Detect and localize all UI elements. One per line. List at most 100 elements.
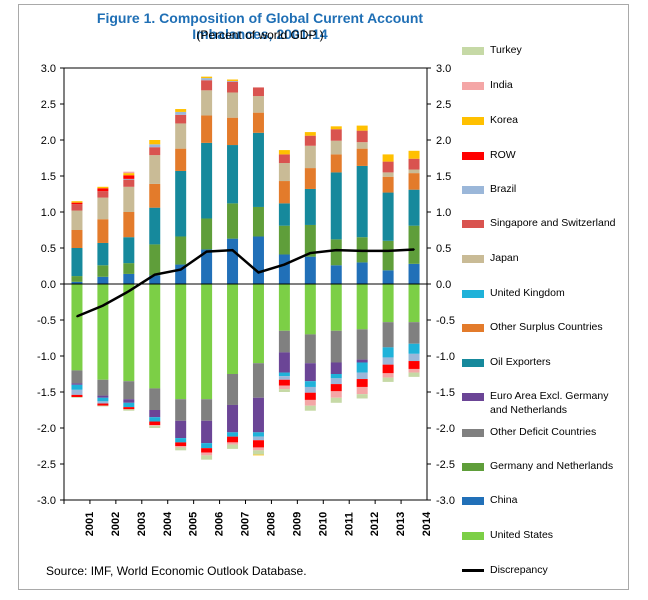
discrepancy-point (205, 250, 208, 253)
bar-segment (278, 389, 290, 392)
bar-segment (252, 447, 264, 451)
bar-segment (278, 225, 290, 255)
bar-segment (175, 446, 187, 448)
legend-swatch (462, 152, 484, 160)
bar-segment (71, 204, 83, 211)
bar-segment (71, 202, 83, 205)
bar-segment (201, 142, 213, 219)
legend-label: Korea (490, 114, 519, 126)
bar-layer (71, 76, 420, 460)
bar-segment (97, 242, 109, 266)
bar-segment (201, 443, 213, 449)
bar-segment (175, 438, 187, 443)
bar-segment (71, 389, 83, 395)
bar-segment (278, 203, 290, 226)
legend-swatch (462, 186, 484, 194)
legend-label: Japan (490, 252, 519, 264)
bar-segment (304, 405, 316, 411)
bar-segment (382, 161, 394, 173)
bar-segment (123, 179, 135, 187)
bar-segment (330, 172, 342, 240)
legend-label: United Kingdom (490, 287, 565, 299)
bar-segment (330, 284, 342, 331)
bar-segment (175, 442, 187, 446)
bar-segment (408, 263, 420, 284)
bar-segment (330, 154, 342, 173)
discrepancy-point (76, 315, 78, 318)
bar-segment (201, 90, 213, 116)
bar-segment (252, 96, 264, 113)
bar-segment (227, 145, 239, 204)
discrepancy-point (179, 268, 182, 271)
legend-swatch (462, 290, 484, 298)
y-tick-label-right: 1.5 (436, 171, 451, 183)
bar-segment (227, 80, 239, 82)
y-tick-label-left: -2.5 (37, 459, 56, 471)
bar-segment (382, 373, 394, 378)
bar-segment (278, 352, 290, 373)
discrepancy-point (361, 250, 363, 252)
bar-segment (278, 154, 290, 164)
bar-segment (149, 410, 161, 418)
bar-segment (252, 112, 264, 133)
bar-segment (382, 176, 394, 193)
bar-segment (304, 224, 316, 257)
bar-segment (408, 173, 420, 190)
y-tick-label-left: -2.0 (37, 423, 56, 435)
bar-segment (330, 330, 342, 363)
bar-segment (71, 397, 83, 398)
bar-segment (304, 386, 316, 393)
bar-segment (149, 207, 161, 245)
bar-segment (97, 284, 109, 380)
bar-segment (97, 276, 109, 284)
bar-segment (330, 397, 342, 403)
bar-segment (356, 362, 368, 373)
bar-segment (227, 79, 239, 81)
bar-segment (227, 432, 239, 437)
bar-segment (304, 168, 316, 189)
legend-label: Oil Exporters (490, 356, 551, 368)
discrepancy-point (153, 273, 156, 276)
bar-segment (71, 370, 83, 384)
x-tick-label: 2004 (162, 511, 174, 536)
x-tick-label: 2014 (421, 511, 433, 536)
bar-segment (330, 265, 342, 284)
bar-segment (227, 284, 239, 374)
bar-segment (175, 420, 187, 439)
bar-segment (330, 362, 342, 374)
bar-segment (408, 343, 420, 354)
bar-segment (356, 359, 368, 363)
bar-segment (123, 212, 135, 238)
discrepancy-point (128, 290, 130, 293)
bar-segment (149, 284, 161, 389)
y-tick-label-left: 1.5 (41, 171, 56, 183)
bar-segment (356, 125, 368, 131)
bar-segment (71, 248, 83, 277)
bar-segment (123, 237, 135, 264)
legend-label: Other Surplus Countries (490, 321, 603, 333)
bar-segment (227, 436, 239, 443)
bar-segment (330, 384, 342, 392)
bar-segment (227, 404, 239, 433)
bar-segment (201, 115, 213, 143)
bar-segment (201, 448, 213, 453)
y-tick-label-right: -1.5 (436, 387, 455, 399)
bar-segment (356, 130, 368, 143)
legend-label: Other Deficit Countries (490, 426, 597, 438)
chart-subtitle: (Percent of world GDP ) (196, 28, 324, 42)
bar-segment (201, 399, 213, 421)
bar-segment (149, 275, 161, 284)
y-tick-label-right: -2.0 (436, 423, 455, 435)
bar-segment (201, 284, 213, 400)
bar-segment (201, 420, 213, 444)
bar-segment (356, 329, 368, 360)
bar-segment (97, 219, 109, 243)
bar-segment (304, 334, 316, 364)
bar-segment (356, 386, 368, 395)
legend-swatch (462, 429, 484, 437)
bar-segment (149, 417, 161, 422)
bar-segment (227, 442, 239, 445)
x-tick-label: 2013 (395, 512, 407, 536)
bar-segment (227, 374, 239, 405)
legend-label: Discrepancy (490, 564, 548, 576)
